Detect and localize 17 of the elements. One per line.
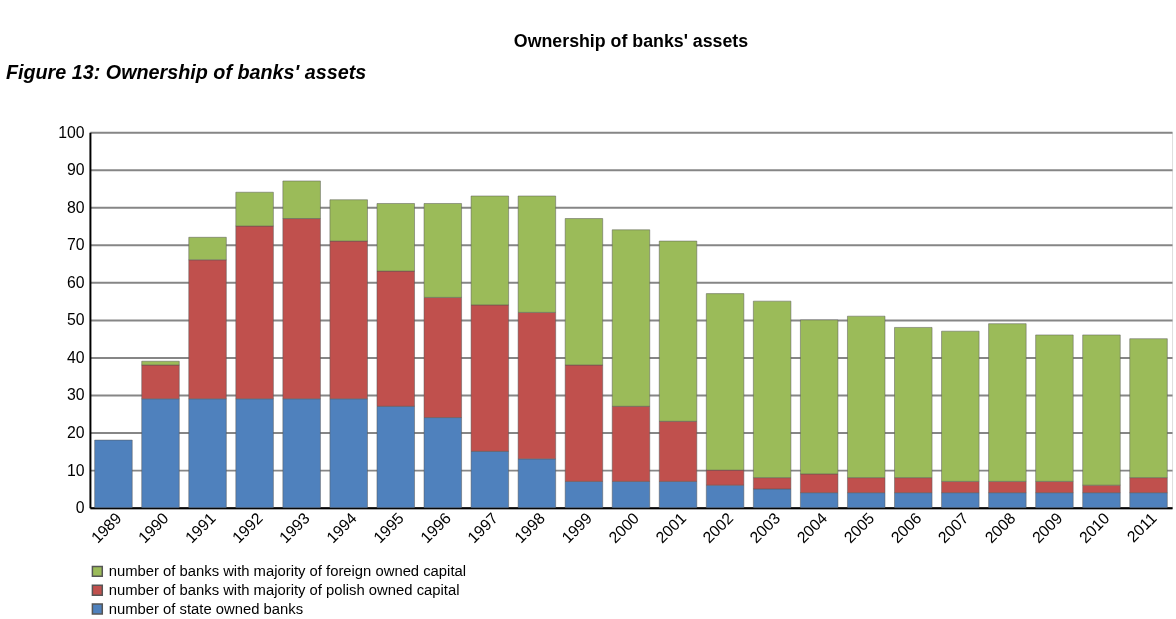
y-tick-label: 30 [66,386,85,404]
legend-label: number of state owned banks [108,600,304,617]
y-tick-label: 0 [75,499,85,517]
y-tick-label: 60 [66,273,85,291]
y-tick-label: 50 [66,311,85,329]
y-tick-label: 70 [66,236,85,254]
legend-label: number of banks with majority of foreign owned capital [108,563,467,580]
y-tick-label: 100 [58,123,85,141]
y-tick-label: 80 [66,198,85,216]
y-tick-label: 90 [66,161,85,179]
y-tick-label: 20 [66,424,85,442]
bar [94,439,133,508]
y-tick-label: 10 [66,461,85,479]
legend-label: number of banks with majority of polish owned capital [108,582,460,599]
chart-title: Ownership of banks' assets [513,31,749,52]
y-tick-label: 40 [66,348,85,366]
caption: Figure 13: Ownership of banks' assets [5,60,367,83]
